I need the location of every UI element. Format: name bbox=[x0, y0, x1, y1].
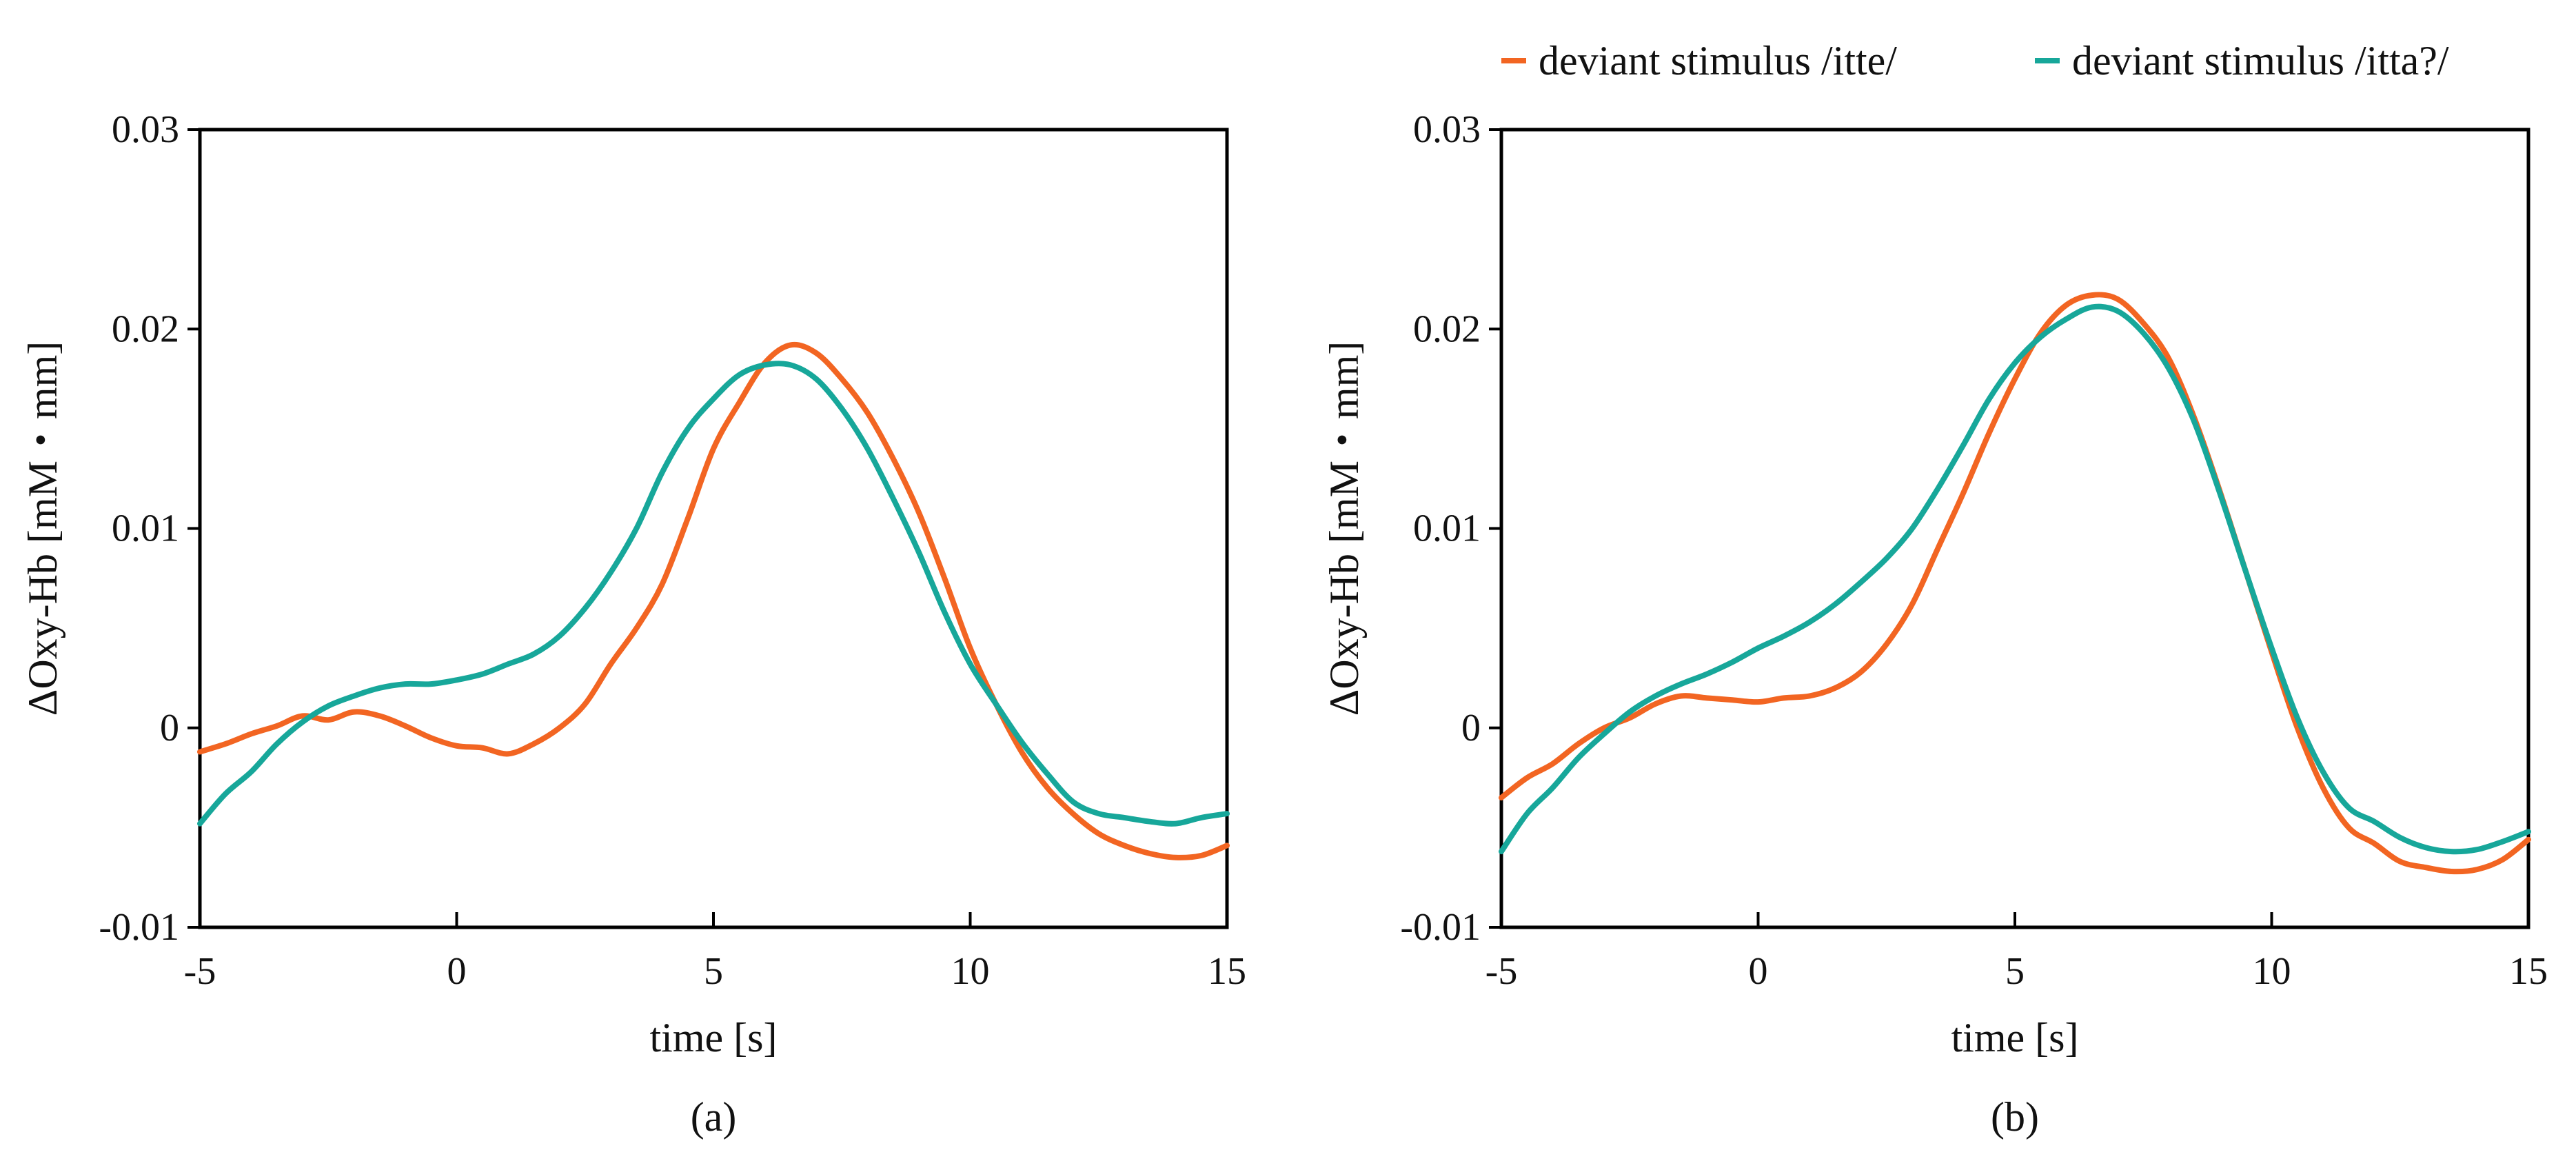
series-line-itta-a bbox=[197, 361, 1230, 827]
x-tick-label-b-1: 0 bbox=[1749, 950, 1768, 993]
y-axis-title-b: ΔOxy-Hb [mM・mm] bbox=[1321, 341, 1367, 716]
y-axis-title-a: ΔOxy-Hb [mM・mm] bbox=[20, 341, 65, 716]
y-tick-label-a-1: 0 bbox=[160, 707, 179, 749]
series-line-itte-a bbox=[197, 341, 1230, 860]
panel-label-a: (a) bbox=[691, 1094, 737, 1140]
y-tick-label-b-3: 0.02 bbox=[1413, 307, 1481, 350]
x-tick-label-a-1: 0 bbox=[447, 950, 467, 993]
x-axis-title-b: time [s] bbox=[1951, 1015, 2079, 1060]
x-tick-label-a-0: -5 bbox=[184, 950, 216, 993]
y-tick-label-b-1: 0 bbox=[1461, 707, 1481, 749]
y-tick-label-a-0: -0.01 bbox=[99, 906, 179, 949]
legend-label-itte: deviant stimulus /itte/ bbox=[1539, 38, 1897, 83]
series-line-itta-b bbox=[1499, 303, 2531, 855]
y-tick-label-a-4: 0.03 bbox=[112, 108, 179, 151]
x-tick-label-a-3: 10 bbox=[951, 950, 990, 993]
y-tick-label-b-2: 0.01 bbox=[1413, 507, 1481, 550]
x-tick-label-b-4: 15 bbox=[2509, 950, 2548, 993]
x-axis-title-a: time [s] bbox=[650, 1015, 778, 1060]
panel-b: -0.01 0 0.01 0.02 0.03 -5 0 5 10 15 time [s] ΔOxy-H… bbox=[1321, 108, 2548, 1140]
y-tick-label-b-0: -0.01 bbox=[1400, 906, 1481, 949]
y-tick-label-b-4: 0.03 bbox=[1413, 108, 1481, 151]
x-tick-label-b-0: -5 bbox=[1485, 950, 1518, 993]
panel-a: -0.01 0 0.01 0.02 0.03 -5 0 5 10 15 time [s] ΔOxy-H… bbox=[20, 108, 1246, 1140]
x-tick-label-b-2: 5 bbox=[2005, 950, 2025, 993]
x-tick-label-a-4: 15 bbox=[1208, 950, 1246, 993]
plot-frame-a bbox=[198, 128, 1229, 929]
legend-label-itta: deviant stimulus /itta?/ bbox=[2072, 38, 2449, 83]
y-tick-label-a-3: 0.02 bbox=[112, 307, 179, 350]
panel-label-b: (b) bbox=[1991, 1094, 2039, 1140]
plot-frame-b bbox=[1499, 128, 2531, 929]
x-tick-label-a-2: 5 bbox=[704, 950, 723, 993]
x-tick-label-b-3: 10 bbox=[2253, 950, 2291, 993]
y-tick-label-a-2: 0.01 bbox=[112, 507, 179, 550]
series-line-itte-b bbox=[1499, 292, 2531, 875]
legend: deviant stimulus /itte/ deviant stimulus… bbox=[1501, 38, 2449, 83]
